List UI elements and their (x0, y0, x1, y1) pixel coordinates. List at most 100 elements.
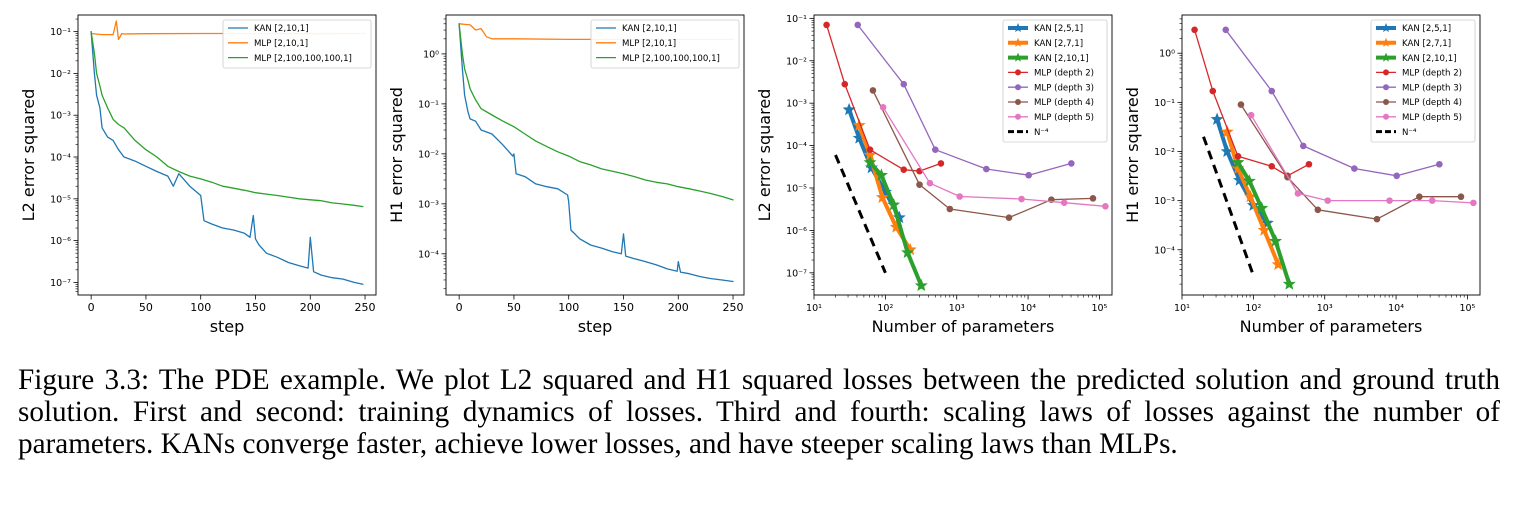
x-axis-label: Number of parameters (872, 317, 1055, 336)
y-tick-label: 10⁻¹ (418, 99, 439, 110)
legend-marker-star (1381, 52, 1391, 62)
legend-label: MLP (depth 3) (1034, 83, 1094, 93)
data-point-star (1242, 174, 1256, 187)
y-axis-label: L2 error squared (19, 89, 38, 222)
data-point (854, 21, 862, 29)
data-point (956, 193, 963, 200)
legend-marker (1383, 84, 1389, 91)
data-point (937, 160, 945, 167)
figure-panels: 0 50 100 150 200 25010⁻⁷10⁻⁶10⁻⁵10⁻⁴10⁻³10⁻²1… (19, 14, 1481, 336)
data-point (1247, 111, 1255, 119)
chart-panel-4: 10¹ 10² 10³ 10⁴ 10⁵ 10⁻⁴ 10⁻³ 10⁻² 10⁻¹ 10⁰ Number… (1123, 14, 1481, 336)
legend-marker (1383, 113, 1389, 120)
legend: KAN [2,5,1] KAN [2,7,1] KAN [2,10,1] MLP (d… (1002, 19, 1108, 143)
legend-label: MLP [2,10,1] (622, 39, 676, 49)
data-point (1305, 160, 1313, 168)
legend-label: KAN [2,5,1] (1402, 24, 1451, 34)
data-point (1299, 142, 1307, 150)
y-tick-label: 10⁰ (1159, 49, 1175, 60)
data-point (1191, 26, 1198, 34)
data-point (841, 80, 849, 88)
x-tick-label: 50 (507, 301, 521, 314)
data-point-star (874, 168, 888, 181)
data-point (1060, 199, 1068, 207)
data-point-star (887, 198, 901, 211)
legend-box (222, 19, 372, 69)
data-point (900, 166, 908, 174)
data-point (1393, 172, 1400, 180)
x-tick-label: 10² (1245, 303, 1261, 314)
data-point (1314, 206, 1322, 214)
x-tick-label: 100 (558, 301, 579, 314)
x-axis-label: step (578, 317, 613, 336)
series-line-8 (834, 154, 887, 274)
data-point (1025, 171, 1032, 179)
legend-box (1370, 19, 1476, 143)
series-line-1 (90, 30, 364, 285)
x-tick-label: 200 (300, 301, 321, 314)
series-line-5 (857, 24, 1072, 176)
series-line-3 (90, 30, 364, 208)
legend-label: MLP (depth 4) (1402, 98, 1462, 108)
legend-marker-star (1013, 37, 1023, 47)
data-point (1068, 160, 1075, 167)
data-point (1268, 162, 1276, 170)
series-line-7 (1250, 114, 1475, 204)
x-tick-label: 250 (723, 301, 744, 314)
data-point (1018, 195, 1025, 203)
y-tick-label: 10⁰ (423, 49, 439, 60)
legend-label: KAN [2,5,1] (1034, 24, 1083, 34)
y-tick-label: 10⁻³ (50, 111, 71, 122)
y-tick-label: 10⁻⁷ (50, 278, 71, 289)
y-tick-label: 10⁻³ (786, 99, 807, 110)
x-tick-label: 10¹ (1174, 303, 1190, 314)
series-line-5 (1225, 29, 1440, 177)
data-point (1237, 101, 1245, 108)
data-point-star (914, 278, 928, 292)
y-tick-label: 10⁻⁴ (1154, 245, 1175, 256)
legend-label: MLP (depth 5) (1034, 113, 1094, 123)
data-point (1268, 87, 1276, 95)
x-tick-label: 10² (877, 303, 893, 314)
y-axis-label: H1 error squared (1123, 87, 1142, 223)
series-line-4 (1193, 29, 1310, 177)
legend-label: MLP [2,100,100,100,1] (254, 54, 352, 64)
data-point (926, 179, 934, 187)
data-point-star (1210, 112, 1224, 125)
y-tick-label: 10⁻³ (418, 199, 439, 210)
x-axis-label: Number of parameters (1240, 317, 1423, 336)
y-tick-label: 10⁻² (786, 56, 807, 67)
data-point-star (863, 155, 877, 168)
data-point-star (1255, 201, 1269, 214)
y-tick-label: 10⁻³ (1154, 196, 1175, 207)
legend-label: MLP (depth 3) (1402, 83, 1462, 93)
data-point (866, 146, 874, 154)
legend-box (1002, 19, 1108, 143)
x-tick-label: 10⁵ (1091, 303, 1107, 314)
legend-label: MLP [2,10,1] (254, 39, 308, 49)
legend-label: KAN [2,7,1] (1402, 39, 1451, 49)
data-point (1457, 193, 1465, 201)
data-point (1294, 190, 1302, 197)
x-axis-label: step (210, 317, 245, 336)
legend-label: MLP (depth 2) (1034, 69, 1094, 79)
data-point (1222, 26, 1230, 34)
y-tick-label: 10⁻⁶ (50, 236, 71, 247)
legend-marker (1015, 69, 1021, 76)
legend-marker (1383, 69, 1389, 76)
data-point (931, 146, 939, 154)
legend-marker-star (1381, 37, 1391, 47)
series-line-3 (458, 23, 734, 201)
data-point (900, 80, 908, 88)
series-line-6 (1240, 103, 1462, 220)
data-point-star (1231, 155, 1245, 168)
legend-label: KAN [2,10,1] (254, 24, 309, 34)
x-tick-label: 150 (245, 301, 266, 314)
y-tick-label: 10⁻¹ (786, 14, 807, 25)
y-tick-label: 10⁻⁷ (786, 268, 807, 279)
data-point (946, 205, 954, 213)
legend-marker (1015, 84, 1021, 91)
data-point-star (1269, 234, 1283, 247)
legend-marker-star (1381, 23, 1391, 32)
chart-panel-3: 10¹ 10² 10³ 10⁴ 10⁵ 10⁻⁷ 10⁻⁶ 10⁻⁵ 10⁻⁴ 10⁻³ 10⁻² 1… (755, 14, 1113, 336)
